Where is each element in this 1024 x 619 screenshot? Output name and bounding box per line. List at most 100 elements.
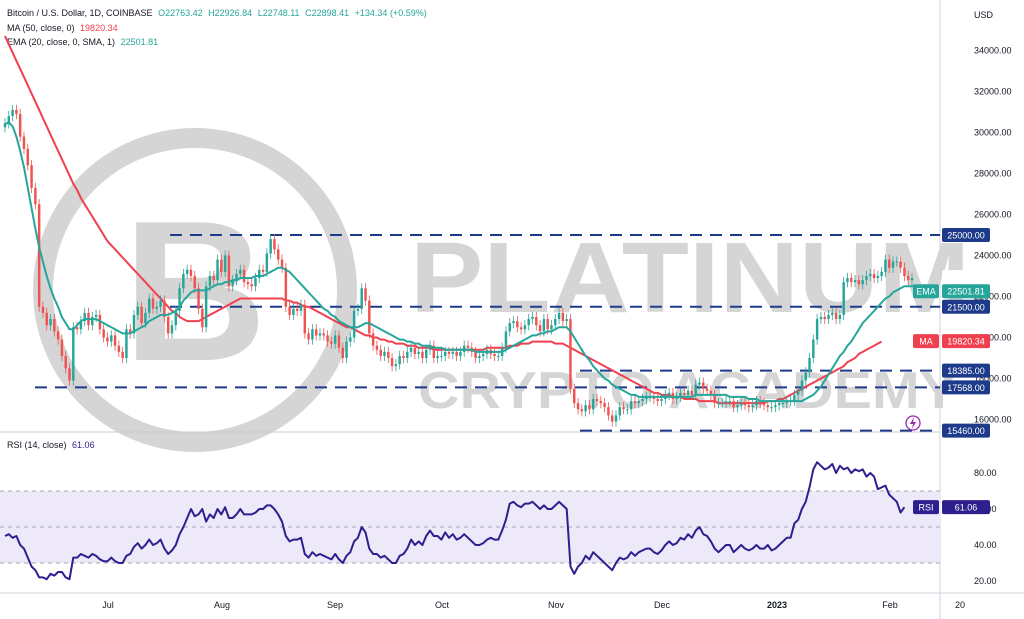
candle-body <box>326 335 329 342</box>
candle-body <box>417 351 420 354</box>
candle-body <box>185 269 189 274</box>
level-tag <box>942 228 990 242</box>
rsi-line[interactable] <box>4 461 906 581</box>
ema-legend[interactable]: EMA (20, close, 0, SMA, 1) 22501.81 <box>7 37 161 47</box>
rsi-band <box>0 490 940 564</box>
candle-body <box>808 358 811 373</box>
candle-body <box>277 249 280 260</box>
watermark-ring <box>33 128 357 452</box>
candle-body <box>535 317 538 326</box>
candle-body <box>527 319 530 326</box>
candle-body <box>129 329 132 334</box>
candle-body <box>709 390 713 395</box>
ma-tag-label: 19820.34 <box>947 337 985 347</box>
candle-body <box>345 341 348 358</box>
candle-body <box>250 284 253 287</box>
level-tag <box>942 423 990 438</box>
candle-body <box>702 382 705 389</box>
candle-body <box>679 392 682 397</box>
candle-body <box>755 401 758 406</box>
candle-body <box>550 325 553 330</box>
level-tag <box>942 299 990 314</box>
series-name-label: RSI <box>918 503 933 513</box>
candle-body <box>7 116 11 124</box>
candle-body <box>519 327 523 330</box>
candle-body <box>402 355 405 358</box>
low-value: L22748.11 <box>257 8 300 18</box>
time-tick-label: 2023 <box>767 600 787 610</box>
price-axis[interactable]: 34000.00 32000.00 30000.00 28000.00 26000.00… <box>974 46 1012 425</box>
candle-body <box>212 276 215 281</box>
candle-body <box>151 298 155 309</box>
candle-body <box>728 401 732 403</box>
candle-body <box>356 308 360 311</box>
candle-body <box>838 314 842 320</box>
price-tick-label: 20000.00 <box>974 333 1012 343</box>
candle-body <box>865 276 868 281</box>
ema20-line[interactable] <box>4 121 928 403</box>
level-tag <box>942 363 990 378</box>
candle-body <box>368 300 371 334</box>
candles[interactable] <box>3 104 914 427</box>
candle-body <box>425 349 428 358</box>
candle-body <box>675 396 678 399</box>
candle-body <box>68 368 71 381</box>
candle-body <box>861 280 864 285</box>
lightning-icon[interactable] <box>905 415 921 431</box>
rsi-tick-label: 80.00 <box>974 468 997 478</box>
candle-body <box>53 319 56 332</box>
candle-body <box>189 269 193 276</box>
candle-body <box>159 300 162 307</box>
candle-body <box>850 278 853 283</box>
candle-body <box>235 273 238 281</box>
candle-body <box>618 407 622 416</box>
candle-body <box>884 259 887 272</box>
rsi-tag-label: 61.06 <box>955 503 978 513</box>
candle-body <box>280 259 284 268</box>
candle-body <box>136 306 140 315</box>
candle-body <box>3 123 7 128</box>
candle-body <box>121 351 124 358</box>
candle-body <box>208 276 212 287</box>
time-tick-label: 20 <box>955 600 965 610</box>
candle-body <box>265 253 269 272</box>
candle-body <box>413 347 417 354</box>
rsi-legend[interactable]: RSI (14, close) 61.06 <box>7 440 98 450</box>
rsi-tick-label: 40.00 <box>974 540 997 550</box>
candle-body <box>409 347 413 352</box>
candle-body <box>421 351 424 358</box>
candle-body <box>440 355 443 357</box>
candle-body <box>466 345 470 348</box>
candle-body <box>144 312 147 324</box>
candle-body <box>147 298 151 313</box>
candle-body <box>201 308 204 328</box>
candle-body <box>910 278 914 281</box>
candle-body <box>721 403 724 405</box>
ma-legend[interactable]: MA (50, close, 0) 19820.34 <box>7 23 121 33</box>
candle-body <box>512 321 515 324</box>
candle-body <box>633 401 637 404</box>
time-tick-label: Dec <box>654 600 671 610</box>
candle-body <box>732 401 735 408</box>
ema-tag <box>942 284 990 299</box>
series-name-tag <box>913 334 939 349</box>
candle-body <box>220 259 223 272</box>
candle-body <box>554 319 557 326</box>
candle-body <box>690 390 694 395</box>
candle-body <box>694 384 697 395</box>
candle-body <box>497 355 500 357</box>
candle-body <box>113 335 117 346</box>
time-axis[interactable]: Jul Aug Sep Oct Nov Dec 2023 Feb 20 <box>102 600 965 610</box>
candle-body <box>34 187 37 205</box>
candle-body <box>387 351 390 358</box>
candle-body <box>853 280 857 283</box>
candle-body <box>443 351 447 356</box>
rsi-path <box>4 461 906 581</box>
candle-body <box>777 403 781 406</box>
candle-body <box>459 351 462 356</box>
candle-body <box>736 405 739 408</box>
candle-body <box>831 312 834 315</box>
candle-body <box>796 390 800 395</box>
